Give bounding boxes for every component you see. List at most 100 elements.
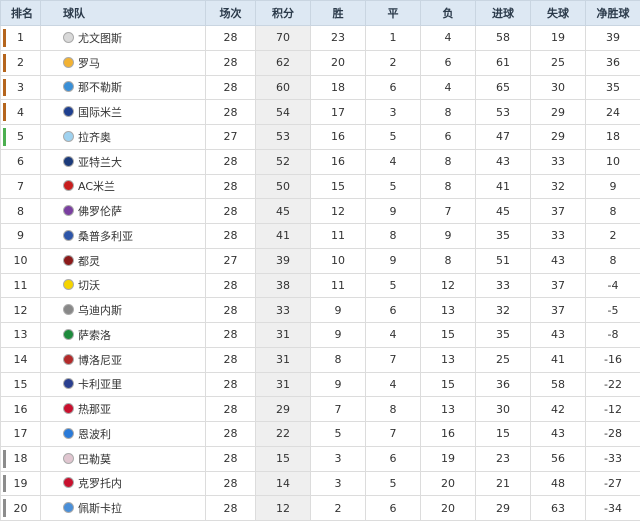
stat-cell: 27 — [205, 124, 256, 150]
stat-cell: 6 — [365, 495, 421, 521]
stat-cell: 2 — [365, 49, 421, 76]
cell-text: 6 — [389, 501, 397, 515]
stat-cell: 21 — [475, 470, 531, 497]
stat-cell: 30 — [530, 74, 586, 101]
cell-text: 9 — [389, 204, 397, 218]
stat-cell: 7 — [420, 198, 476, 224]
team-name: 热那亚 — [78, 403, 111, 417]
cell-text: 7 — [334, 402, 342, 416]
stat-cell: 37 — [530, 272, 586, 299]
team-name: 佛罗伦萨 — [78, 205, 122, 219]
rank-cell: 12 — [0, 297, 41, 323]
table-row: 13 萨索洛 28 31 9 4 15 35 43 -8 — [0, 322, 640, 348]
stat-cell: 9 — [310, 371, 366, 398]
rank-cell: 6 — [0, 148, 41, 175]
cell-text: 10 — [331, 254, 345, 268]
cell-text: 4 — [444, 31, 452, 45]
cell-text: 27 — [223, 254, 238, 268]
cell-text: 1 — [389, 31, 397, 45]
cell-text: 58 — [496, 31, 510, 45]
stat-cell: 8 — [310, 346, 366, 373]
column-header: 球队 — [40, 0, 206, 26]
rank-cell: 14 — [0, 346, 41, 373]
stat-cell: 41 — [255, 223, 311, 249]
team-name: AC米兰 — [78, 180, 116, 194]
cell-text: 65 — [496, 80, 510, 94]
zone-bar — [3, 53, 6, 72]
cell-text: 6 — [389, 452, 397, 466]
table-body: 1 尤文图斯 28 70 23 1 4 58 19 39 2 罗马 28 62 20 2 6 61 25 36 3 那不勒… — [0, 25, 640, 521]
cell-text: 5 — [334, 427, 342, 441]
stat-cell: 45 — [255, 198, 311, 224]
table-row: 18 巴勒莫 28 15 3 6 19 23 56 -33 — [0, 445, 640, 472]
cell-text: 28 — [223, 155, 238, 169]
cell-text: 1 — [17, 31, 24, 45]
stat-cell: 39 — [585, 25, 640, 51]
cell-text: 33 — [551, 229, 565, 243]
table-row: 9 桑普多利亚 28 41 11 8 9 35 33 2 — [0, 223, 640, 249]
cell-text: 4 — [444, 80, 452, 94]
stat-cell: 8 — [420, 148, 476, 175]
stat-cell: 9 — [365, 247, 421, 274]
stat-cell: 27 — [205, 247, 256, 274]
cell-text: 9 — [334, 328, 342, 342]
stat-cell: 18 — [310, 74, 366, 101]
cell-text: 16 — [13, 402, 28, 416]
stat-cell: 28 — [205, 223, 256, 249]
rank-cell: 8 — [0, 198, 41, 224]
cell-text: 51 — [496, 254, 510, 268]
cell-text: 45 — [496, 204, 510, 218]
cell-text: 4 — [389, 377, 397, 391]
stat-cell: 28 — [205, 198, 256, 224]
cell-text: 9 — [334, 377, 342, 391]
team-icon — [63, 229, 74, 241]
cell-text: 48 — [551, 476, 565, 490]
zone-bar — [3, 78, 6, 97]
stat-cell: 28 — [205, 371, 256, 398]
team-name: 拉齐奥 — [78, 130, 111, 144]
team-icon — [63, 31, 74, 43]
stat-cell: 54 — [255, 99, 311, 125]
cell-text: 9 — [17, 229, 24, 243]
cell-text: 36 — [606, 56, 620, 70]
cell-text: 35 — [496, 229, 510, 243]
cell-text: 28 — [223, 402, 238, 416]
column-header: 失球 — [530, 0, 586, 26]
team-cell: 罗马 — [40, 49, 206, 76]
cell-text: 14 — [276, 476, 290, 490]
stat-cell: 1 — [365, 25, 421, 51]
zone-bar — [3, 29, 6, 47]
stat-cell: 33 — [255, 297, 311, 323]
stat-cell: 29 — [530, 124, 586, 150]
rank-cell: 17 — [0, 421, 41, 447]
cell-text: 16 — [441, 427, 455, 441]
cell-text: 9 — [609, 179, 617, 193]
stat-cell: 9 — [365, 198, 421, 224]
column-header: 平 — [365, 0, 421, 26]
cell-text: 63 — [551, 501, 565, 515]
cell-text: 8 — [444, 155, 452, 169]
stat-cell: 39 — [255, 247, 311, 274]
team-icon — [63, 328, 74, 340]
stat-cell: 50 — [255, 173, 311, 200]
cell-text: 21 — [496, 476, 510, 490]
stat-cell: 9 — [420, 223, 476, 249]
rank-cell: 11 — [0, 272, 41, 299]
stat-cell: 4 — [420, 74, 476, 101]
cell-text: 16 — [331, 155, 345, 169]
stat-cell: 47 — [475, 124, 531, 150]
cell-text: 41 — [276, 229, 290, 243]
zone-bar — [3, 474, 6, 493]
cell-text: 11 — [13, 278, 28, 292]
cell-text: 15 — [276, 452, 290, 466]
stat-cell: -8 — [585, 322, 640, 348]
stat-cell: 8 — [585, 198, 640, 224]
table-row: 10 都灵 27 39 10 9 8 51 43 8 — [0, 247, 640, 274]
team-icon — [63, 304, 74, 316]
stat-cell: 20 — [310, 49, 366, 76]
cell-text: -16 — [604, 353, 622, 367]
table-row: 2 罗马 28 62 20 2 6 61 25 36 — [0, 49, 640, 76]
stat-cell: 35 — [475, 322, 531, 348]
